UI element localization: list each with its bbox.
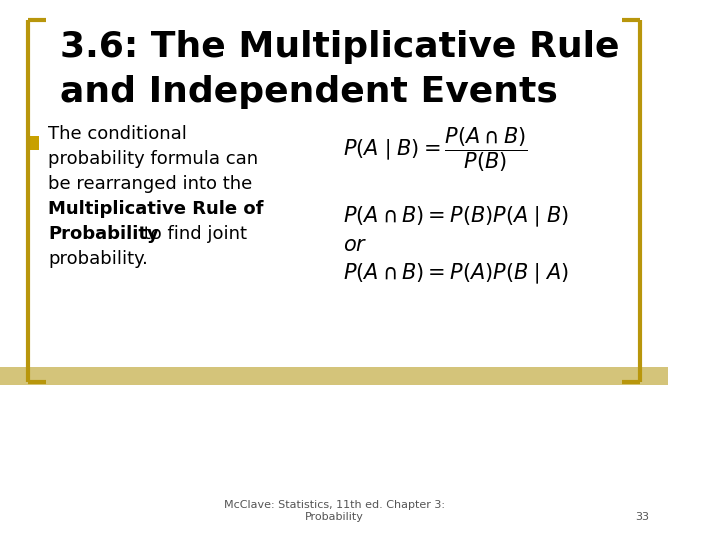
- Text: $P(A \cap B) = P(A)P(B \mid A)$: $P(A \cap B) = P(A)P(B \mid A)$: [343, 262, 570, 286]
- Text: 33: 33: [636, 512, 649, 522]
- Text: Probability: Probability: [48, 225, 159, 243]
- Text: be rearranged into the: be rearranged into the: [48, 175, 253, 193]
- Text: The conditional: The conditional: [48, 125, 187, 143]
- Text: to find joint: to find joint: [138, 225, 247, 243]
- Text: $P(A \cap B) = P(B)P(A \mid B)$: $P(A \cap B) = P(B)P(A \mid B)$: [343, 205, 570, 229]
- Text: $\mathit{or}$: $\mathit{or}$: [343, 235, 368, 255]
- Text: and Independent Events: and Independent Events: [60, 75, 558, 109]
- Bar: [26, 136, 39, 150]
- Text: probability.: probability.: [48, 250, 148, 268]
- Text: probability formula can: probability formula can: [48, 150, 258, 168]
- Bar: [0, 367, 668, 385]
- Text: Multiplicative Rule of: Multiplicative Rule of: [48, 200, 264, 218]
- Text: $P(A \mid B) = \dfrac{P(A \cap B)}{P(B)}$: $P(A \mid B) = \dfrac{P(A \cap B)}{P(B)}…: [343, 125, 528, 173]
- Text: McClave: Statistics, 11th ed. Chapter 3:
Probability: McClave: Statistics, 11th ed. Chapter 3:…: [224, 501, 444, 522]
- Text: 3.6: The Multiplicative Rule: 3.6: The Multiplicative Rule: [60, 30, 620, 64]
